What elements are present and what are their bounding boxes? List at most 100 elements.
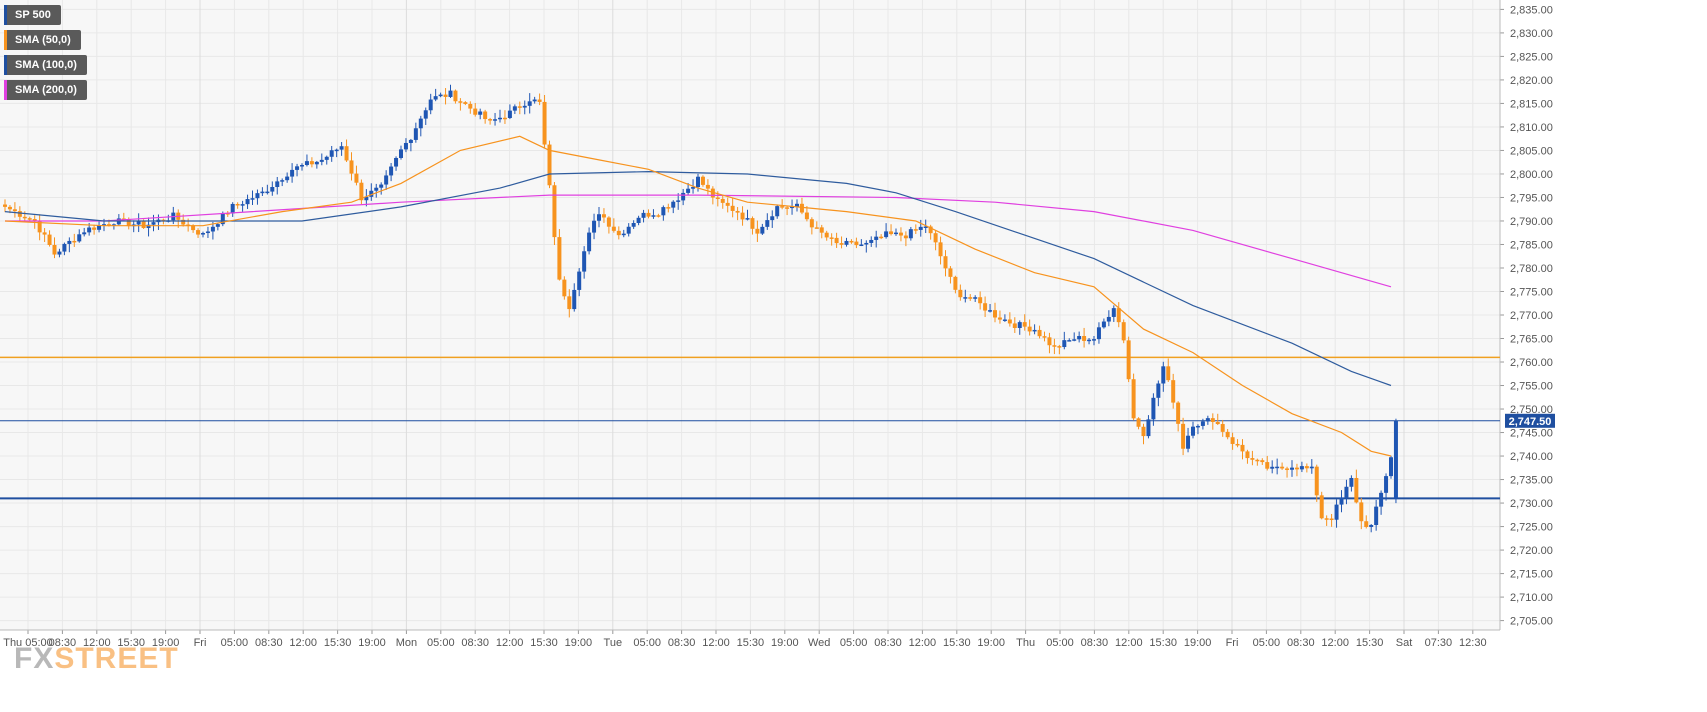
candle-body bbox=[978, 297, 983, 304]
candle-body bbox=[201, 233, 205, 235]
candle-body bbox=[324, 156, 329, 160]
candle-body bbox=[973, 297, 978, 299]
candle-body bbox=[1037, 329, 1042, 337]
candle-body bbox=[641, 212, 646, 218]
candle-body bbox=[1191, 426, 1195, 436]
candle-body bbox=[364, 196, 369, 201]
candle-body bbox=[7, 206, 12, 210]
y-tick-label: 2,810.00 bbox=[1510, 122, 1553, 134]
candle-body bbox=[1012, 323, 1017, 329]
candle-body bbox=[141, 221, 146, 229]
candle-body bbox=[483, 111, 488, 120]
candle-body bbox=[824, 232, 829, 238]
candle-body bbox=[1349, 477, 1354, 487]
candle-body bbox=[532, 99, 537, 102]
candle-body bbox=[102, 224, 106, 226]
candle-body bbox=[270, 187, 275, 192]
y-tick-label: 2,790.00 bbox=[1510, 216, 1553, 228]
candle-body bbox=[913, 229, 918, 231]
candle-body bbox=[1200, 421, 1205, 426]
candle-body bbox=[814, 227, 819, 229]
candle-body bbox=[319, 159, 324, 162]
legend-item-sma100[interactable]: SMA (100,0) bbox=[4, 55, 87, 75]
candle-body bbox=[804, 212, 809, 220]
y-tick-label: 2,775.00 bbox=[1510, 286, 1553, 298]
candle-body bbox=[1002, 319, 1007, 321]
candle-body bbox=[1161, 366, 1166, 384]
legend-item-sma200[interactable]: SMA (200,0) bbox=[4, 80, 87, 100]
candle-body bbox=[597, 214, 601, 221]
candle-body bbox=[1393, 420, 1398, 499]
x-tick-label: 12:00 bbox=[83, 637, 111, 649]
sma100-line bbox=[4, 170, 1392, 387]
candle-body bbox=[1324, 518, 1329, 520]
candle-body bbox=[205, 231, 210, 234]
x-tick-label: 12:00 bbox=[1321, 637, 1349, 649]
candle-body bbox=[517, 106, 522, 108]
legend-label: SMA (200,0) bbox=[15, 84, 77, 96]
candle-body bbox=[1176, 402, 1181, 424]
candle-body bbox=[1290, 467, 1294, 470]
candle-body bbox=[12, 209, 17, 212]
candle-body bbox=[1250, 458, 1255, 460]
candle-body bbox=[230, 203, 235, 214]
candle-body bbox=[844, 240, 849, 245]
y-tick-label: 2,785.00 bbox=[1510, 239, 1553, 251]
y-tick-label: 2,780.00 bbox=[1510, 263, 1553, 275]
candle-body bbox=[260, 191, 265, 194]
legend-label: SMA (100,0) bbox=[15, 59, 77, 71]
x-tick-label: 15:30 bbox=[1356, 637, 1384, 649]
candle-body bbox=[1314, 466, 1319, 496]
y-tick-label: 2,815.00 bbox=[1510, 98, 1553, 110]
y-tick-label: 2,805.00 bbox=[1510, 145, 1553, 157]
candle-body bbox=[250, 198, 255, 200]
legend-item-sma50[interactable]: SMA (50,0) bbox=[4, 30, 81, 50]
candle-body bbox=[1141, 426, 1146, 437]
candle-body bbox=[1260, 460, 1265, 463]
x-tick-label: 19:00 bbox=[565, 637, 593, 649]
candle-body bbox=[67, 240, 72, 244]
y-tick-label: 2,755.00 bbox=[1510, 381, 1553, 393]
candle-body bbox=[468, 103, 473, 109]
candle-body bbox=[616, 230, 621, 236]
candle-body bbox=[527, 101, 532, 106]
candle-body bbox=[928, 226, 933, 234]
x-tick-label: Fri bbox=[1226, 637, 1239, 649]
x-tick-label: 08:30 bbox=[668, 637, 696, 649]
candles bbox=[3, 84, 1398, 533]
candle-body bbox=[849, 240, 854, 243]
y-tick-label: 2,830.00 bbox=[1510, 28, 1553, 40]
candle-body bbox=[681, 192, 686, 201]
candle-body bbox=[300, 165, 304, 167]
candle-body bbox=[280, 180, 285, 182]
candle-body bbox=[1280, 466, 1285, 469]
brand-watermark: FXSTREET bbox=[14, 642, 179, 676]
candle-body bbox=[790, 206, 795, 209]
legend-item-sp500[interactable]: SP 500 bbox=[4, 5, 61, 25]
candle-body bbox=[181, 219, 186, 225]
candle-body bbox=[210, 226, 215, 232]
candle-body bbox=[493, 119, 498, 121]
candle-body bbox=[1087, 339, 1092, 342]
candle-body bbox=[1379, 492, 1384, 507]
candle-body bbox=[943, 256, 948, 269]
candle-body bbox=[1215, 421, 1220, 425]
candle-body bbox=[403, 142, 408, 150]
candle-body bbox=[77, 234, 82, 242]
candle-body bbox=[651, 215, 656, 217]
candle-body bbox=[656, 215, 661, 217]
candle-body bbox=[1369, 524, 1374, 527]
candle-body bbox=[240, 204, 245, 206]
y-tick-label: 2,745.00 bbox=[1510, 428, 1553, 440]
candle-body bbox=[760, 226, 765, 234]
candle-body bbox=[1220, 424, 1225, 432]
y-tick-label: 2,730.00 bbox=[1510, 498, 1553, 510]
candle-body bbox=[1156, 383, 1161, 398]
candle-body bbox=[1319, 495, 1324, 519]
candle-body bbox=[1052, 345, 1057, 347]
y-tick-label: 2,705.00 bbox=[1510, 616, 1553, 628]
candle-body bbox=[309, 161, 314, 165]
y-tick-label: 2,750.00 bbox=[1510, 404, 1553, 416]
candle-body bbox=[52, 244, 57, 255]
x-tick-label: 08:30 bbox=[874, 637, 902, 649]
